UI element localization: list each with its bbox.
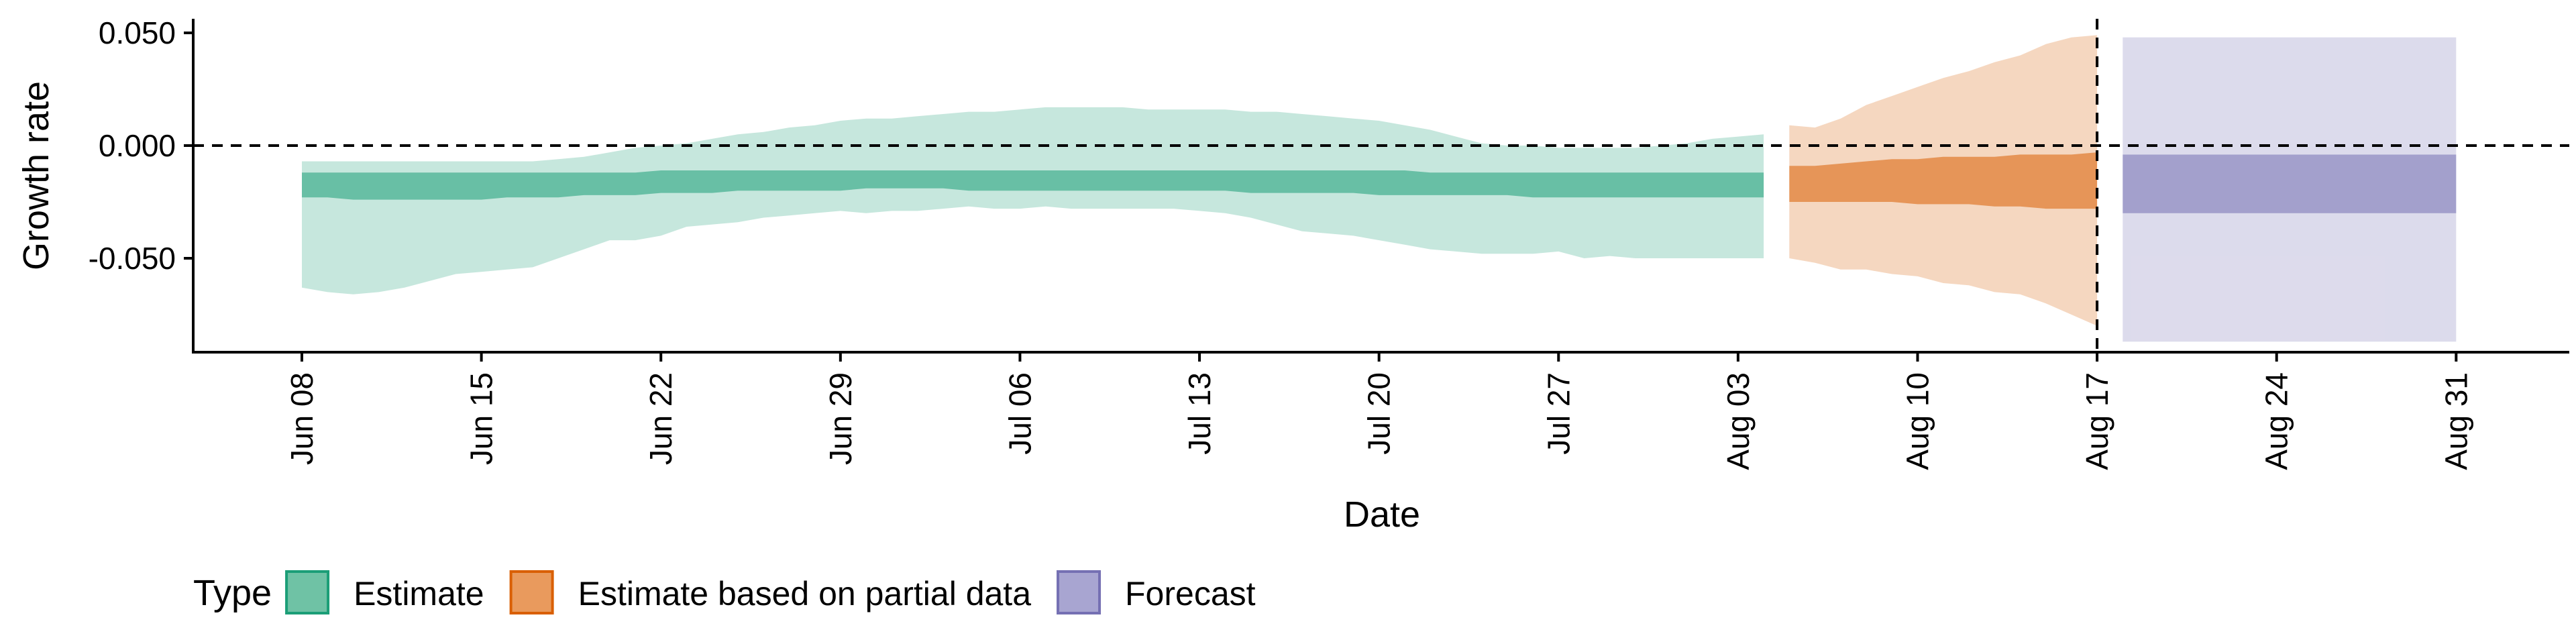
legend-swatch-estimate bbox=[286, 572, 328, 613]
x-tick-label: Aug 24 bbox=[2259, 372, 2294, 470]
plot-area bbox=[193, 19, 2569, 352]
y-tick-label: 0.000 bbox=[99, 128, 176, 163]
y-tick-label: 0.050 bbox=[99, 15, 176, 50]
forecast-50-interval bbox=[2123, 154, 2456, 213]
x-tick-label: Jun 15 bbox=[464, 372, 499, 465]
y-axis-title: Growth rate bbox=[16, 81, 56, 270]
legend-label-estimate-based-on-partial-data: Estimate based on partial data bbox=[578, 575, 1032, 612]
x-tick-label: Aug 03 bbox=[1721, 372, 1756, 470]
legend-swatch-estimate-based-on-partial-data bbox=[511, 572, 553, 613]
estimate-90-interval bbox=[302, 107, 1764, 294]
x-tick-label: Jul 20 bbox=[1362, 372, 1397, 455]
x-tick-label: Jul 06 bbox=[1002, 372, 1037, 455]
legend-label-forecast: Forecast bbox=[1125, 575, 1256, 612]
legend-label-estimate: Estimate bbox=[354, 575, 484, 612]
x-tick-label: Aug 10 bbox=[1900, 372, 1935, 470]
x-tick-label: Jul 27 bbox=[1541, 372, 1576, 455]
legend-title: Type bbox=[193, 573, 272, 613]
y-tick-label: -0.050 bbox=[89, 241, 176, 276]
x-tick-label: Jun 08 bbox=[284, 372, 319, 465]
legend-swatch-forecast bbox=[1058, 572, 1099, 613]
x-tick-label: Aug 31 bbox=[2438, 372, 2473, 470]
x-axis-title: Date bbox=[1344, 494, 1420, 535]
legend: Type Estimate Estimate based on partial da… bbox=[193, 572, 1256, 613]
x-tick-label: Jun 29 bbox=[823, 372, 858, 465]
x-tick-label: Jun 22 bbox=[643, 372, 678, 465]
x-tick-label: Jul 13 bbox=[1182, 372, 1217, 455]
x-tick-label: Aug 17 bbox=[2080, 372, 2114, 470]
